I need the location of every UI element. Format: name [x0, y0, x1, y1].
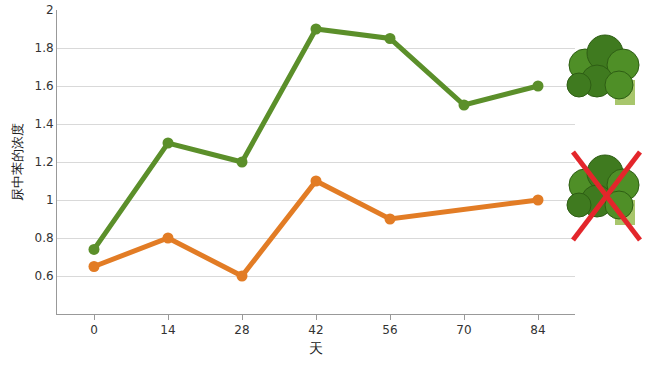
svg-text:42: 42: [308, 323, 323, 337]
svg-text:28: 28: [234, 323, 249, 337]
svg-text:0: 0: [90, 323, 98, 337]
svg-text:尿中苯的浓度: 尿中苯的浓度: [10, 123, 25, 201]
svg-text:2: 2: [46, 3, 54, 17]
svg-text:1.4: 1.4: [35, 117, 54, 131]
svg-text:56: 56: [382, 323, 397, 337]
svg-text:84: 84: [530, 323, 545, 337]
svg-text:14: 14: [160, 323, 175, 337]
svg-text:0.6: 0.6: [35, 269, 54, 283]
svg-text:1.8: 1.8: [35, 41, 54, 55]
svg-text:1.2: 1.2: [35, 155, 54, 169]
svg-text:1.6: 1.6: [35, 79, 54, 93]
svg-text:70: 70: [456, 323, 471, 337]
svg-text:天: 天: [309, 340, 323, 356]
svg-text:1: 1: [46, 193, 54, 207]
svg-text:0.8: 0.8: [35, 231, 54, 245]
